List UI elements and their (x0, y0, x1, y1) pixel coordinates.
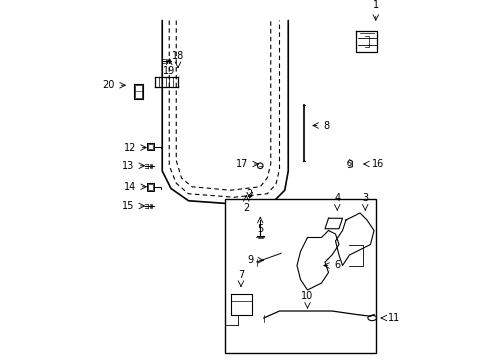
Text: 17: 17 (235, 159, 247, 169)
Text: 16: 16 (371, 159, 384, 169)
Text: 18: 18 (171, 51, 184, 61)
Bar (135, 85, 142, 98)
Text: 4: 4 (333, 193, 340, 203)
Text: 9: 9 (246, 255, 253, 265)
Text: 20: 20 (102, 80, 115, 90)
Text: 14: 14 (123, 182, 136, 192)
Text: 19: 19 (163, 66, 175, 76)
Text: 5: 5 (257, 224, 263, 234)
Text: 6: 6 (333, 261, 340, 270)
Text: 7: 7 (237, 270, 244, 279)
Text: 1: 1 (372, 0, 378, 10)
Text: 3: 3 (362, 193, 367, 203)
Text: 10: 10 (301, 291, 313, 301)
Text: 13: 13 (122, 161, 134, 171)
Text: 11: 11 (387, 313, 400, 323)
Bar (147, 184, 153, 190)
Text: 15: 15 (122, 201, 134, 211)
Text: 2: 2 (246, 189, 252, 199)
Text: 8: 8 (323, 121, 329, 131)
Text: 12: 12 (123, 143, 136, 153)
Bar (147, 144, 153, 149)
Bar (225, 199, 375, 353)
Text: 2: 2 (243, 202, 249, 212)
